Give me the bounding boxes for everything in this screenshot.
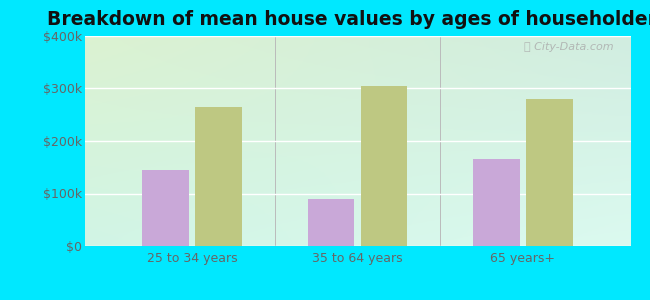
- Bar: [473, 159, 519, 246]
- Title: Breakdown of mean house values by ages of householders: Breakdown of mean house values by ages o…: [47, 10, 650, 29]
- Bar: [526, 99, 573, 246]
- Bar: [142, 170, 188, 246]
- Bar: [308, 199, 354, 246]
- Bar: [361, 86, 407, 246]
- Text: ⓘ City-Data.com: ⓘ City-Data.com: [525, 42, 614, 52]
- Bar: [196, 107, 242, 246]
